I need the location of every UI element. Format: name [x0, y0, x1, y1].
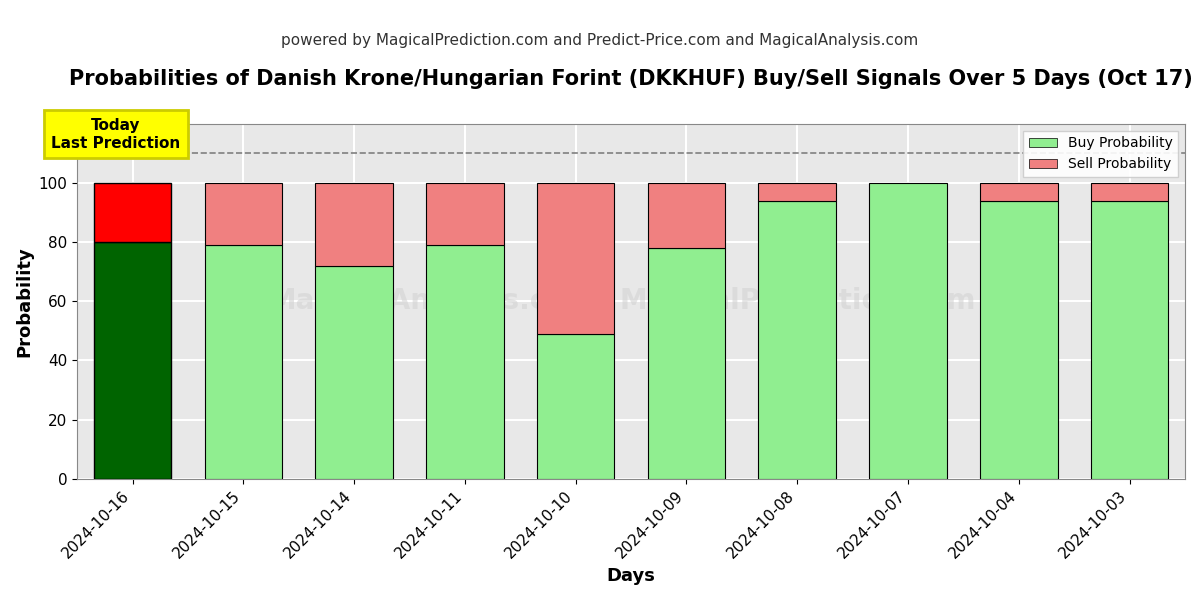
Bar: [1091, 201, 1169, 479]
Bar: [980, 201, 1057, 479]
Bar: [94, 242, 172, 479]
X-axis label: Days: Days: [607, 567, 655, 585]
Bar: [426, 183, 504, 245]
Bar: [536, 334, 614, 479]
Bar: [316, 266, 392, 479]
Bar: [316, 183, 392, 266]
Bar: [758, 183, 836, 201]
Legend: Buy Probability, Sell Probability: Buy Probability, Sell Probability: [1024, 131, 1178, 177]
Bar: [1091, 183, 1169, 201]
Title: Probabilities of Danish Krone/Hungarian Forint (DKKHUF) Buy/Sell Signals Over 5 : Probabilities of Danish Krone/Hungarian …: [70, 69, 1193, 89]
Bar: [869, 183, 947, 479]
Text: powered by MagicalPrediction.com and Predict-Price.com and MagicalAnalysis.com: powered by MagicalPrediction.com and Pre…: [281, 33, 919, 48]
Bar: [758, 201, 836, 479]
Text: MagicalPrediction.com: MagicalPrediction.com: [619, 287, 976, 316]
Text: MagicalAnalysis.com: MagicalAnalysis.com: [269, 287, 595, 316]
Bar: [204, 245, 282, 479]
Y-axis label: Probability: Probability: [14, 246, 32, 357]
Bar: [980, 183, 1057, 201]
Bar: [426, 245, 504, 479]
Text: Today
Last Prediction: Today Last Prediction: [52, 118, 180, 151]
Bar: [648, 248, 725, 479]
Bar: [204, 183, 282, 245]
Bar: [536, 183, 614, 334]
Bar: [648, 183, 725, 248]
Bar: [94, 183, 172, 242]
